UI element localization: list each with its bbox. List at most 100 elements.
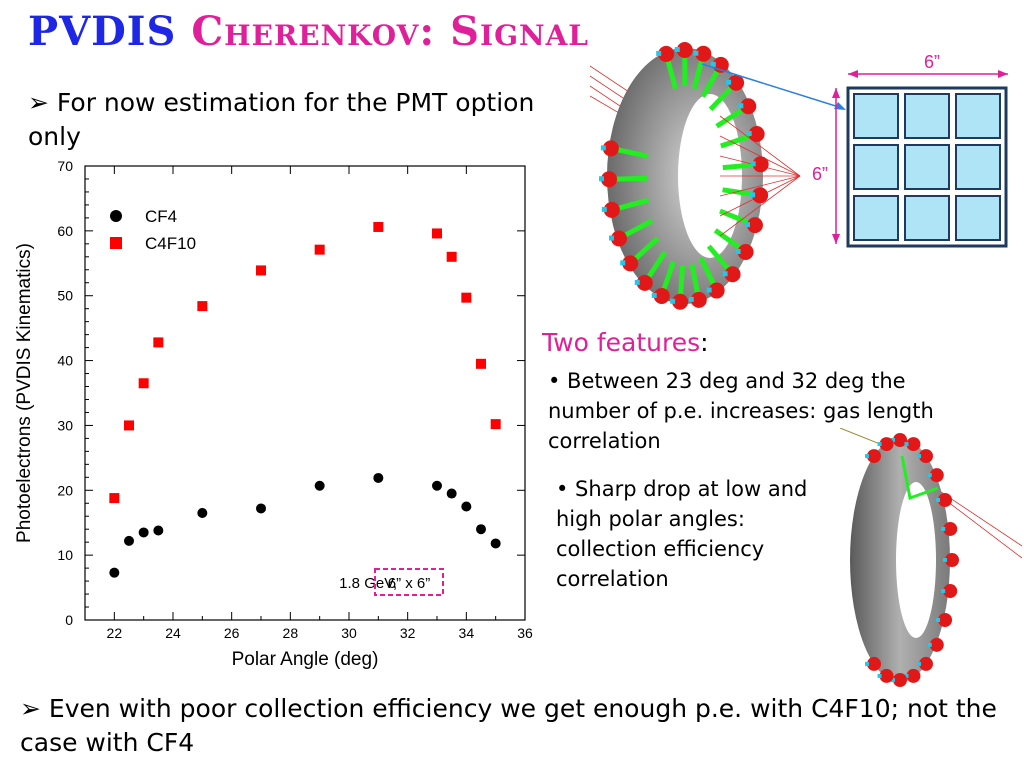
side-pmt-module [929, 637, 944, 652]
pmt-module [695, 45, 712, 62]
bullet-pmt-option: ➢ For now estimation for the PMT option … [28, 86, 548, 154]
data-point-cf4 [197, 507, 208, 518]
pmt-cell [955, 195, 1001, 241]
side-pmt-module [893, 673, 907, 687]
data-point-c4f10 [432, 228, 442, 239]
side-pmt-connector [865, 454, 869, 459]
plot-frame [84, 165, 526, 621]
pmt-connector [674, 47, 680, 53]
data-point-cf4 [476, 524, 486, 535]
detector-rendering-front [590, 42, 801, 310]
data-point-c4f10 [153, 337, 164, 348]
pmt-module [622, 255, 639, 272]
side-pmt-connector [927, 473, 932, 478]
y-tick-label: 0 [65, 612, 73, 628]
side-pmt-connector [917, 454, 921, 459]
y-tick-label: 40 [57, 353, 73, 369]
pmt-width-label: 6” [924, 52, 940, 72]
pmt-cell [904, 93, 950, 139]
data-point-cf4 [314, 480, 325, 491]
data-point-cf4 [432, 480, 442, 491]
pmt-connector [750, 161, 756, 167]
pmt-connector [599, 176, 605, 182]
legend-label-c4f10: C4F10 [145, 234, 196, 253]
data-point-c4f10 [138, 378, 149, 389]
data-point-c4f10 [461, 292, 472, 303]
side-pmt-module [919, 656, 933, 671]
y-axis-label: Photoelectrons (PVDIS Kinematics) [14, 243, 35, 543]
pmt-connector [710, 61, 716, 67]
legend-label-cf4: CF4 [145, 207, 177, 226]
x-tick-label: 22 [107, 625, 123, 641]
title-part-cherenkov: Cherenkov: Signal [191, 8, 589, 55]
bullet-conclusion: ➢ Even with poor collection efficiency w… [20, 692, 1010, 760]
bullet-conclusion-text: Even with poor collection efficiency we … [20, 694, 997, 757]
data-point-cf4 [446, 488, 457, 499]
pmt-module [602, 140, 619, 157]
pmt-module [724, 266, 741, 283]
pmt-module [737, 244, 754, 261]
pmt-connector [706, 287, 712, 293]
pmt-module [708, 282, 725, 299]
data-point-c4f10 [490, 419, 501, 430]
side-pmt-module [943, 584, 958, 599]
data-point-c4f10 [476, 358, 486, 369]
side-pmt-connector [943, 558, 947, 562]
pmt-cell [904, 144, 950, 190]
pmt-cell [955, 93, 1001, 139]
side-pmt-module [879, 668, 894, 683]
side-pmt-connector [917, 661, 921, 666]
data-point-cf4 [461, 501, 472, 512]
pmt-module [636, 274, 653, 291]
side-pmt-module [906, 668, 921, 683]
pmt-module [611, 230, 628, 247]
pmt-ring [599, 42, 769, 310]
data-point-cf4 [109, 567, 120, 578]
pmt-connector [620, 260, 626, 266]
pmt-connector [670, 298, 676, 304]
side-pmt-module [867, 449, 881, 464]
y-tick-label: 20 [57, 482, 73, 498]
legend-marker-c4f10 [110, 237, 122, 249]
data-point-c4f10 [314, 244, 325, 255]
side-pmt-connector [941, 589, 946, 594]
pmt-cell [853, 144, 899, 190]
pmt-module [603, 201, 620, 218]
x-tick-label: 36 [517, 625, 533, 641]
title-part-pvdis: PVDIS [28, 8, 177, 55]
pmt-module [746, 217, 763, 234]
x-tick-label: 26 [224, 625, 240, 641]
side-pmt-connector [904, 673, 909, 678]
pmt-cells [853, 93, 1001, 241]
side-pmt-module [906, 437, 921, 452]
data-point-c4f10 [109, 493, 120, 504]
feature-collection-efficiency: • Sharp drop at low and high polar angle… [556, 477, 808, 591]
features-heading-colon: : [700, 328, 709, 357]
side-pmt-module [893, 433, 907, 447]
pmt-module [752, 156, 769, 173]
side-pmt-connector [936, 618, 941, 622]
pmt-module [672, 293, 689, 310]
pmt-connector [656, 50, 662, 56]
side-pmt-module [938, 493, 953, 507]
pmt-connector [746, 131, 752, 137]
side-pmt-connector [927, 642, 932, 647]
x-tick-label: 34 [459, 625, 475, 641]
side-pmt-module [919, 449, 933, 464]
x-tick-label: 28 [283, 625, 299, 641]
pmt-connector [600, 145, 606, 151]
side-pmt-module [938, 613, 953, 627]
side-pmt-connector [904, 442, 909, 447]
features-heading-text: Two features [542, 328, 701, 357]
data-point-cf4 [124, 535, 134, 546]
side-pmt-module [879, 437, 894, 452]
pmt-cell [853, 93, 899, 139]
annotation-box [374, 568, 444, 596]
pmt-connector [738, 103, 744, 109]
legend-marker-cf4 [110, 210, 122, 222]
side-light-guide [900, 455, 939, 501]
detector-rendering-side [839, 428, 1023, 687]
pmt-connector [634, 279, 640, 285]
annotation-pmt-size: 6” x 6” [388, 575, 431, 592]
pmt-cell [955, 144, 1001, 190]
